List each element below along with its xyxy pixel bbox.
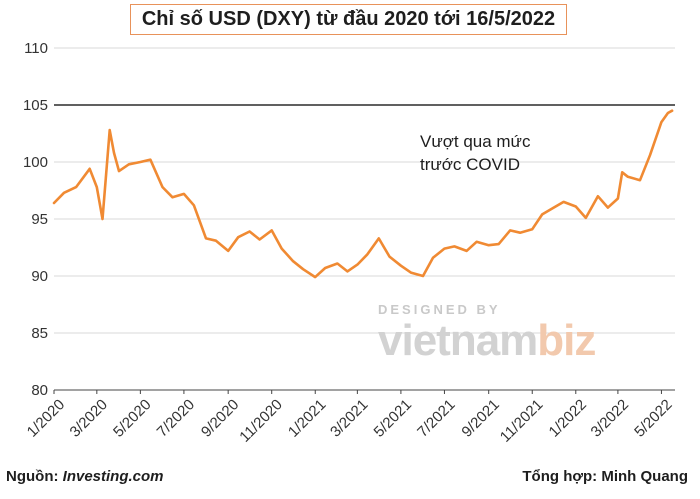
y-tick-label: 95 bbox=[31, 211, 48, 228]
y-tick-label: 85 bbox=[31, 325, 48, 342]
x-tick-label: 7/2020 bbox=[154, 396, 198, 440]
x-tick-label: 3/2022 bbox=[588, 396, 632, 440]
y-tick-label: 105 bbox=[23, 97, 48, 114]
y-tick-layer: 80 85 90 95 100 105 110 bbox=[23, 40, 48, 399]
series-layer bbox=[52, 109, 674, 279]
y-tick-label: 100 bbox=[23, 154, 48, 171]
x-tick-label: 1/2021 bbox=[285, 396, 329, 440]
source-prefix: Nguồn: bbox=[6, 468, 63, 485]
y-tick-label: 90 bbox=[31, 268, 48, 285]
x-tick-label: 1/2020 bbox=[24, 396, 68, 440]
dxy-series-line bbox=[52, 109, 674, 279]
compiler-credit: Tổng hợp: Minh Quang bbox=[522, 468, 688, 485]
annotation-layer: Vượt qua mức trước COVID bbox=[420, 132, 531, 174]
y-tick-label: 110 bbox=[24, 40, 48, 57]
grid-layer bbox=[54, 47, 675, 391]
y-tick-label: 80 bbox=[31, 382, 48, 399]
x-tick-label: 11/2021 bbox=[497, 396, 547, 446]
x-tick-label: 5/2022 bbox=[631, 396, 675, 440]
x-tick-label: 11/2020 bbox=[236, 396, 286, 446]
reference-annotation: Vượt qua mức bbox=[420, 132, 531, 151]
x-tick-label: 1/2022 bbox=[545, 396, 589, 440]
x-tick-label: 3/2021 bbox=[327, 396, 371, 440]
x-tick-label: 7/2021 bbox=[414, 396, 458, 440]
x-tick-label: 3/2020 bbox=[67, 396, 111, 440]
x-tick-label: 5/2021 bbox=[371, 396, 415, 440]
x-tick-label: 5/2020 bbox=[110, 396, 154, 440]
chart-title: Chỉ số USD (DXY) từ đầu 2020 tới 16/5/20… bbox=[130, 4, 567, 35]
source-credit: Nguồn: Investing.com bbox=[6, 468, 164, 485]
reference-annotation: trước COVID bbox=[420, 155, 520, 174]
source-name: Investing.com bbox=[62, 468, 164, 485]
